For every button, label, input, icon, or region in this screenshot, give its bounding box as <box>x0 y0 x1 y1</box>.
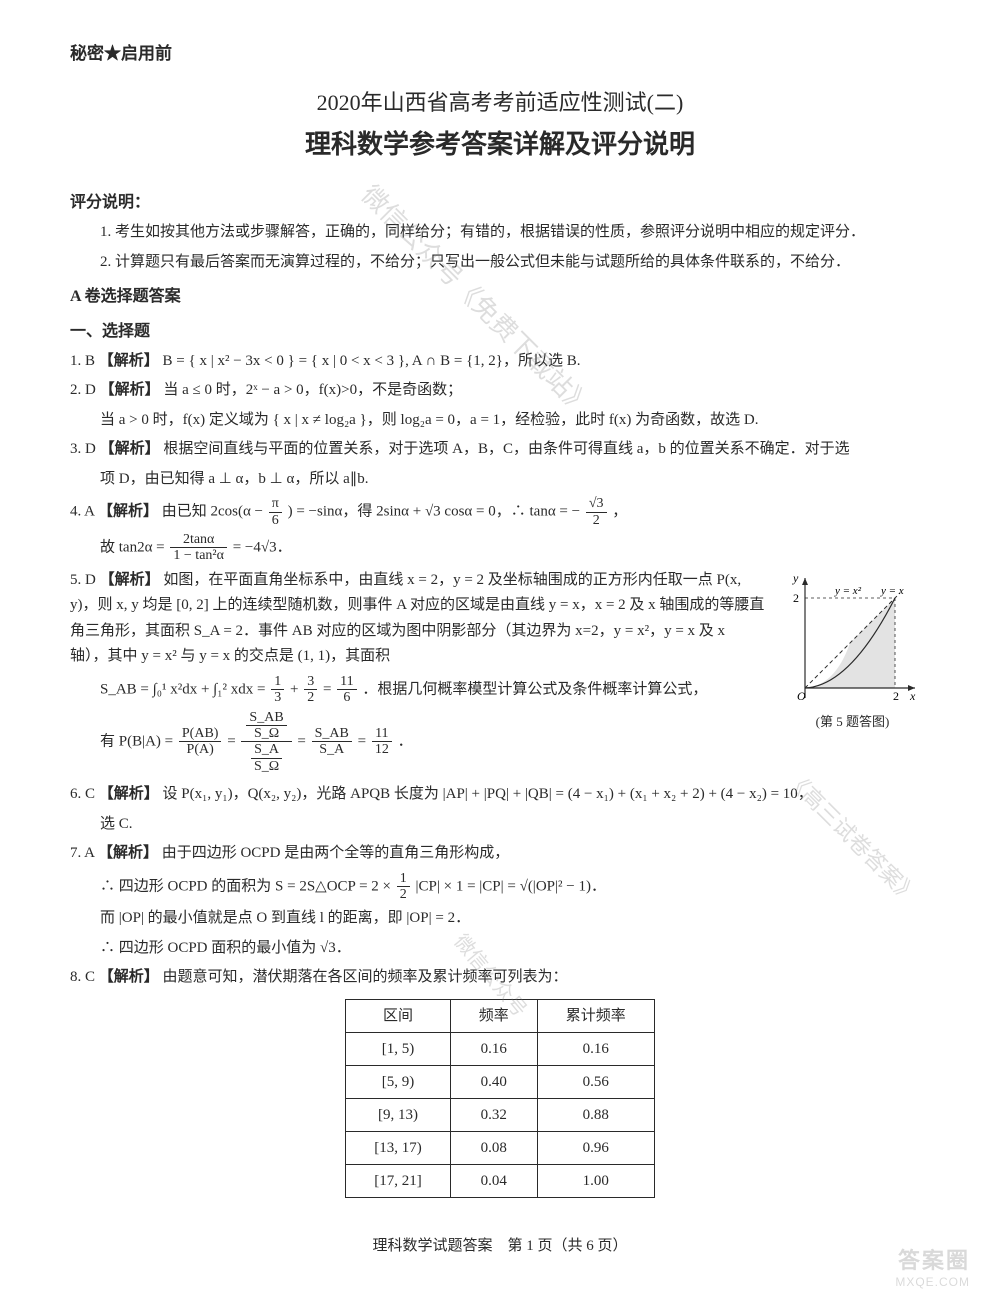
th-1: 频率 <box>450 999 537 1032</box>
classification-mark: 秘密★启用前 <box>70 40 930 67</box>
title-line-1: 2020年山西省高考考前适应性测试(二) <box>70 85 930 120</box>
q5-fig-caption: (第 5 题答图) <box>775 712 930 733</box>
q2-l1: 2. D 【解析】 当 a ≤ 0 时，2ˣ − a > 0，f(x)>0，不是… <box>70 378 930 404</box>
scoring-p2: 2. 计算题只有最后答案而无演算过程的，不给分；只写出一般公式但未能与试题所给的… <box>70 250 930 274</box>
fig-label-O: O <box>797 689 806 703</box>
frac-3-2: 32 <box>304 674 317 706</box>
q5-eq1: = <box>227 733 239 749</box>
table-row: [9, 13)0.320.88 <box>346 1098 655 1131</box>
table-header-row: 区间 频率 累计频率 <box>346 999 655 1032</box>
q8: 8. C 【解析】 由题意可知，潜伏期落在各区间的频率及累计频率可列表为： <box>70 965 930 991</box>
frac-r3-2: √32 <box>586 496 607 528</box>
q5-plus: + <box>290 681 302 697</box>
frac-1-2: 12 <box>397 871 410 903</box>
q5-p3end: ． <box>398 733 413 749</box>
table-row: [13, 17)0.080.96 <box>346 1131 655 1164</box>
q1-body: B = { x | x² − 3x < 0 } = { x | 0 < x < … <box>163 353 581 369</box>
title-line-2: 理科数学参考答案详解及评分说明 <box>70 124 930 166</box>
th-2: 累计频率 <box>537 999 654 1032</box>
q8-body: 由题意可知，潜伏期落在各区间的频率及累计频率可列表为： <box>163 969 568 985</box>
volume-a-head: A 卷选择题答案 <box>70 284 930 310</box>
q1: 1. B 【解析】 B = { x | x² − 3x < 0 } = { x … <box>70 349 930 375</box>
q2-body1: 当 a ≤ 0 时，2ˣ − a > 0，f(x)>0，不是奇函数； <box>163 382 462 398</box>
q6-label: 【解析】 <box>99 786 159 802</box>
q3-body1: 根据空间直线与平面的位置关系，对于选项 A，B，C，由条件可得直线 a，b 的位… <box>163 441 849 457</box>
table-row: [5, 9)0.400.56 <box>346 1065 655 1098</box>
q6-num: 6. C <box>70 786 95 802</box>
table-row: [1, 5)0.160.16 <box>346 1032 655 1065</box>
frac-1-3: 13 <box>271 674 284 706</box>
fig-label-yx2: y = x² <box>834 585 862 597</box>
q3-label: 【解析】 <box>100 441 160 457</box>
q2-label: 【解析】 <box>100 382 160 398</box>
fig-label-yx: y = x <box>880 585 904 597</box>
frac-bigfrac: S_ABS_Ω S_AS_Ω <box>241 710 291 775</box>
frac-PAB-PA: P(AB)P(A) <box>179 726 222 758</box>
q8-table: 区间 频率 累计频率 [1, 5)0.160.16 [5, 9)0.400.56… <box>345 999 655 1198</box>
q6-l1: 6. C 【解析】 设 P(x₁, y₁)，Q(x₂, y₂)，光路 APQB … <box>70 782 930 808</box>
q7-l4: ∴ 四边形 OCPD 面积的最小值为 √3． <box>70 936 930 962</box>
q5-label: 【解析】 <box>100 572 160 588</box>
q7-l2a: ∴ 四边形 OCPD 的面积为 S = 2S△OCP = 2 × <box>100 878 395 894</box>
q3-num: 3. D <box>70 441 96 457</box>
scoring-head: 评分说明： <box>70 190 930 216</box>
table-row: [17, 21]0.041.00 <box>346 1164 655 1197</box>
corner-url: MXQE.COM <box>895 1273 970 1292</box>
q5-p2a: S_AB = ∫₀¹ x²dx + ∫₁² xdx = <box>100 681 269 697</box>
page-footer: 理科数学试题答案 第 1 页（共 6 页） <box>70 1234 930 1258</box>
q3-l1: 3. D 【解析】 根据空间直线与平面的位置关系，对于选项 A，B，C，由条件可… <box>70 437 930 463</box>
q4-num: 4. A <box>70 504 94 520</box>
section-1-head: 一、选择题 <box>70 319 930 345</box>
q4-l2a: 故 tan2α = <box>100 539 168 555</box>
th-0: 区间 <box>346 999 451 1032</box>
q1-label: 【解析】 <box>99 353 159 369</box>
q7-l3: 而 |OP| 的最小值就是点 O 到直线 l 的距离，即 |OP| = 2． <box>70 906 930 932</box>
q8-num: 8. C <box>70 969 95 985</box>
q6-l2: 选 C. <box>70 812 930 838</box>
q4-l1: 4. A 【解析】 由已知 2cos(α − π6 ) = −sinα，得 2s… <box>70 496 930 528</box>
frac-SAB-SA: S_ABS_A <box>312 726 352 758</box>
frac-11-12: 1112 <box>372 726 392 758</box>
q1-num: 1. B <box>70 353 95 369</box>
q5-svg: 2 2 O x y y = x² y = x <box>775 568 925 708</box>
q7-l2: ∴ 四边形 OCPD 的面积为 S = 2S△OCP = 2 × 12 |CP|… <box>70 871 930 903</box>
q2-l2: 当 a > 0 时，f(x) 定义域为 { x | x ≠ log₂a }，则 … <box>70 408 930 434</box>
q4-l2b: = −4√3． <box>233 539 292 555</box>
q7-num: 7. A <box>70 845 94 861</box>
q4-l1a: 由已知 2cos(α − <box>162 504 267 520</box>
q4-label: 【解析】 <box>98 504 158 520</box>
q8-label: 【解析】 <box>99 969 159 985</box>
q5-figure: 2 2 O x y y = x² y = x (第 5 题答图) <box>775 568 930 733</box>
fig-label-x: x <box>909 689 916 703</box>
q7-l2b: |CP| × 1 = |CP| = √(|OP|² − 1)． <box>416 878 606 894</box>
q5-num: 5. D <box>70 572 96 588</box>
q7-label: 【解析】 <box>98 845 158 861</box>
q4-l2: 故 tan2α = 2tanα1 − tan²α = −4√3． <box>70 532 930 564</box>
q7-body1: 由于四边形 OCPD 是由两个全等的直角三角形构成， <box>162 845 510 861</box>
q5-eq2: = <box>297 733 309 749</box>
q5-p2b: ．根据几何概率模型计算公式及条件概率计算公式， <box>362 681 707 697</box>
fig-label-2y: 2 <box>793 591 799 605</box>
q5-p3a: 有 P(B|A) = <box>100 733 177 749</box>
q7-l1: 7. A 【解析】 由于四边形 OCPD 是由两个全等的直角三角形构成， <box>70 841 930 867</box>
q4-l1b: ) = −sinα，得 2sinα + √3 cosα = 0，∴ tanα =… <box>288 504 584 520</box>
q5-eq3: = <box>358 733 370 749</box>
frac-pi-6: π6 <box>269 496 282 528</box>
fig-label-y: y <box>792 571 799 585</box>
frac-tan: 2tanα1 − tan²α <box>170 532 227 564</box>
q4-l1c: ， <box>612 504 627 520</box>
scoring-p1: 1. 考生如按其他方法或步骤解答，正确的，同样给分；有错的，根据错误的性质，参照… <box>70 220 930 244</box>
q6-body1: 设 P(x₁, y₁)，Q(x₂, y₂)，光路 APQB 长度为 |AP| +… <box>163 786 813 802</box>
q2-num: 2. D <box>70 382 96 398</box>
fig-label-2x: 2 <box>893 689 899 703</box>
q3-l2: 项 D，由已知得 a ⊥ α，b ⊥ α，所以 a∥b. <box>70 467 930 493</box>
frac-11-6: 116 <box>337 674 356 706</box>
q5-eq: = <box>323 681 335 697</box>
q5-text1: 如图，在平面直角坐标系中，由直线 x = 2，y = 2 及坐标轴围成的正方形内… <box>70 572 764 665</box>
